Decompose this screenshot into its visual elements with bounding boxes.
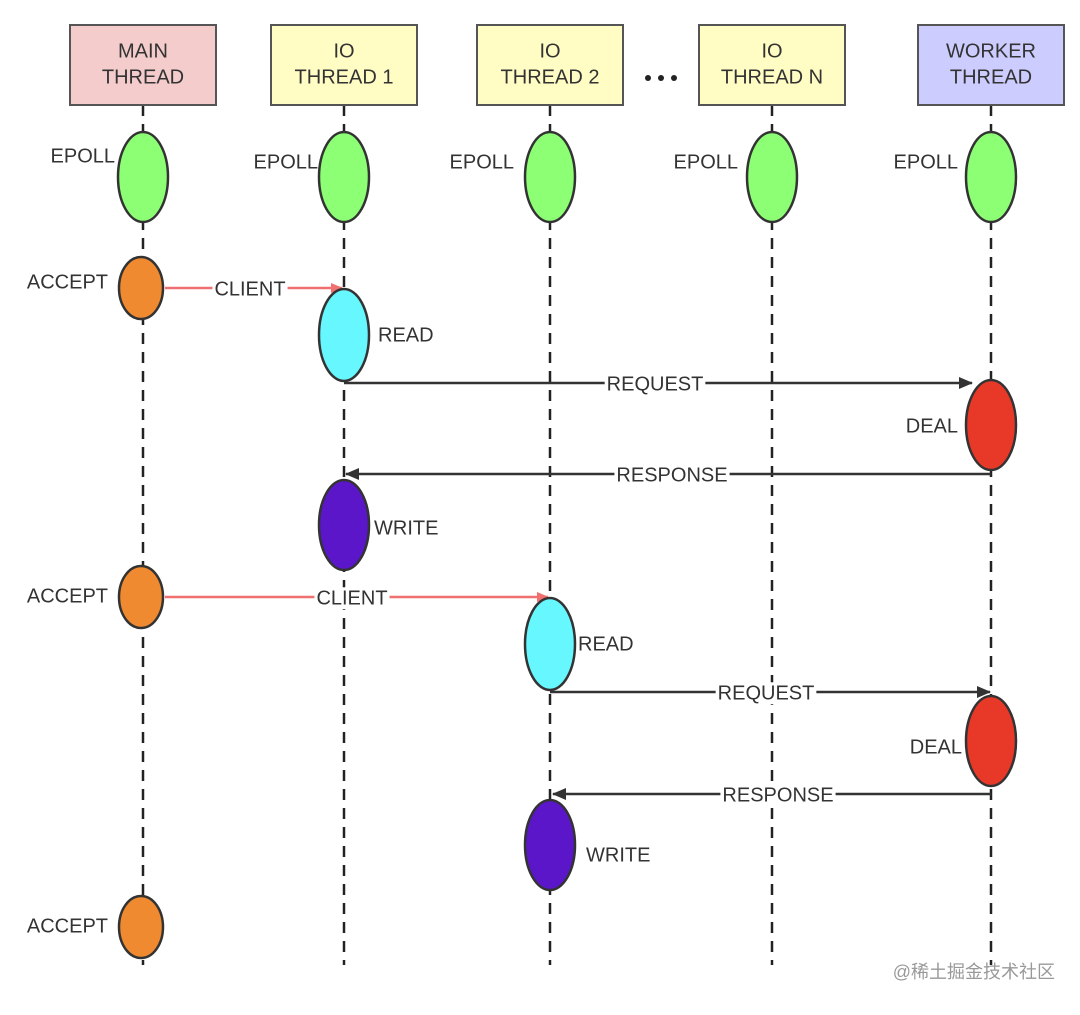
event-label: WRITE	[586, 844, 650, 866]
lane-title: MAIN	[118, 40, 168, 62]
activation	[317, 130, 371, 224]
event-label: EPOLL	[450, 151, 514, 173]
event-label: WRITE	[374, 517, 438, 539]
lane-header	[69, 24, 217, 106]
event-label: ACCEPT	[27, 585, 108, 607]
message-label: CLIENT	[316, 587, 387, 609]
lane-title: THREAD N	[721, 66, 823, 88]
label-background	[614, 464, 730, 487]
lane-header	[917, 24, 1065, 106]
event-label: EPOLL	[51, 145, 115, 167]
event-label: EPOLL	[254, 151, 318, 173]
lane-header	[270, 24, 418, 106]
message-label: RESPONSE	[616, 464, 727, 486]
activation	[745, 130, 799, 224]
activation	[116, 130, 170, 224]
event-label: EPOLL	[674, 151, 738, 173]
activation	[523, 596, 577, 692]
message-label: REQUEST	[607, 373, 704, 395]
event-label: READ	[378, 324, 434, 346]
label-background	[720, 784, 836, 807]
lane-title: IO	[333, 40, 354, 62]
label-background	[314, 587, 390, 610]
activation	[317, 478, 371, 572]
lane-title: WORKER	[946, 40, 1036, 62]
watermark: @稀土掘金技术社区	[893, 962, 1055, 982]
lane-header	[476, 24, 624, 106]
label-background	[715, 682, 817, 705]
event-label: READ	[578, 633, 634, 655]
activation	[964, 130, 1018, 224]
lane-header	[698, 24, 846, 106]
activation	[523, 798, 577, 892]
activation	[964, 694, 1018, 788]
event-label: ACCEPT	[27, 271, 108, 293]
activation	[117, 564, 165, 630]
activation	[117, 255, 165, 321]
label-background	[212, 278, 288, 301]
lane-title: THREAD	[102, 66, 184, 88]
lane-title: THREAD	[950, 66, 1032, 88]
activation	[964, 378, 1018, 472]
message-label: RESPONSE	[722, 784, 833, 806]
lane-title: THREAD 1	[295, 66, 394, 88]
event-label: ACCEPT	[27, 915, 108, 937]
event-label: EPOLL	[894, 151, 958, 173]
activation	[523, 130, 577, 224]
message-label: REQUEST	[718, 682, 815, 704]
lane-title: THREAD 2	[501, 66, 600, 88]
event-label: DEAL	[906, 415, 958, 437]
lane-title: IO	[761, 40, 782, 62]
message-label: CLIENT	[214, 278, 285, 300]
label-background	[604, 373, 706, 396]
activation	[317, 287, 371, 383]
event-label: DEAL	[910, 736, 962, 758]
lane-title: IO	[539, 40, 560, 62]
activation	[117, 894, 165, 960]
ellipsis	[645, 75, 677, 81]
